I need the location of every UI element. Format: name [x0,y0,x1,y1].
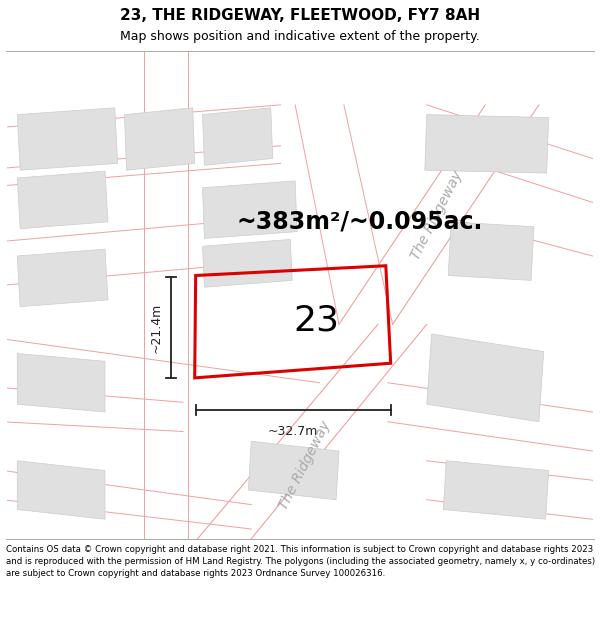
Text: ~383m²/~0.095ac.: ~383m²/~0.095ac. [236,210,483,234]
Polygon shape [448,222,534,281]
Polygon shape [427,334,544,422]
Text: 23: 23 [293,304,339,338]
Polygon shape [17,461,105,519]
Text: ~32.7m: ~32.7m [268,425,319,438]
Text: The Ridgeway: The Ridgeway [408,168,465,262]
Text: ~21.4m: ~21.4m [149,302,162,352]
Text: Contains OS data © Crown copyright and database right 2021. This information is : Contains OS data © Crown copyright and d… [6,545,595,578]
Polygon shape [203,107,273,166]
Polygon shape [17,171,108,229]
Polygon shape [125,107,194,170]
Text: Map shows position and indicative extent of the property.: Map shows position and indicative extent… [120,31,480,43]
Polygon shape [425,114,548,173]
Polygon shape [17,249,108,307]
Polygon shape [443,461,548,519]
Polygon shape [203,181,297,239]
Polygon shape [203,239,292,288]
Text: 23, THE RIDGEWAY, FLEETWOOD, FY7 8AH: 23, THE RIDGEWAY, FLEETWOOD, FY7 8AH [120,8,480,23]
Text: The Ridgeway: The Ridgeway [277,419,334,512]
Polygon shape [17,354,105,412]
Polygon shape [17,107,118,170]
Polygon shape [248,441,339,500]
